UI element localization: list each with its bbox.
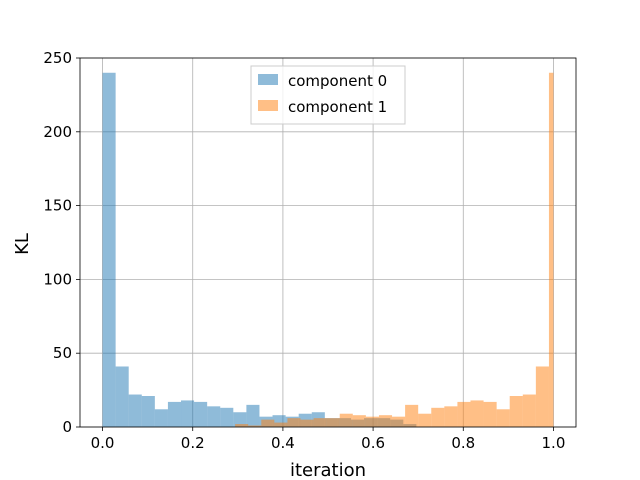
- histogram-bar-component-1: [509, 396, 523, 427]
- y-tick-label: 100: [43, 270, 72, 288]
- x-axis-title: iteration: [290, 460, 366, 480]
- x-tick-label: 0.0: [91, 434, 115, 452]
- legend-label-component-0: component 0: [288, 72, 387, 90]
- histogram-bar-component-1: [313, 418, 327, 427]
- legend-swatch-component-1: [258, 100, 278, 111]
- histogram-bar-component-1: [378, 415, 393, 427]
- histogram-bar-component-0: [141, 396, 155, 427]
- x-tick-label: 0.8: [451, 434, 475, 452]
- histogram-bar-component-0: [272, 415, 286, 427]
- histogram-bar-component-1: [444, 406, 458, 427]
- series-component-0-bars: [102, 72, 417, 427]
- y-axis-title: KL: [12, 233, 33, 255]
- histogram-bar-component-1: [392, 416, 406, 427]
- histogram-bar-component-1: [457, 401, 471, 427]
- histogram-bar-component-1: [300, 419, 314, 427]
- series-component-1-bars: [235, 72, 554, 427]
- histogram-bar-component-0: [233, 412, 247, 427]
- histogram-bar-component-0: [194, 401, 208, 427]
- histogram-bar-component-0: [207, 406, 221, 427]
- plot-area-border: [79, 57, 577, 428]
- legend: component 0 component 1: [250, 65, 406, 125]
- x-tick-label: 1.0: [542, 434, 566, 452]
- legend-swatch-component-0: [258, 74, 278, 85]
- histogram-bar-component-0: [102, 72, 116, 427]
- histogram-bar-component-1: [287, 418, 301, 427]
- x-tick-label: 0.2: [181, 434, 205, 452]
- x-axis-ticks: 0.0 0.2 0.4 0.6 0.8 1.0: [91, 427, 566, 452]
- histogram-bar-component-0: [220, 407, 234, 427]
- histogram-bar-component-1: [535, 366, 549, 427]
- histogram-bar-component-1: [522, 394, 536, 427]
- histogram-bar-component-0: [246, 404, 260, 427]
- histogram-bar-component-1: [470, 400, 484, 427]
- y-tick-label: 0: [62, 418, 72, 436]
- histogram-bar-component-1: [548, 72, 554, 427]
- y-tick-label: 150: [43, 197, 72, 215]
- x-tick-label: 0.6: [361, 434, 385, 452]
- y-tick-label: 200: [43, 123, 72, 141]
- histogram-bar-component-1: [274, 422, 288, 427]
- histogram-bar-component-1: [235, 424, 249, 427]
- y-tick-label: 250: [43, 49, 72, 67]
- histogram-bar-component-0: [154, 409, 168, 427]
- histogram-bar-component-1: [352, 415, 366, 427]
- histogram-bar-component-0: [167, 401, 182, 427]
- histogram-bar-component-1: [431, 407, 445, 427]
- histogram-bar-component-1: [261, 419, 275, 427]
- histogram-bar-component-1: [248, 425, 262, 427]
- histogram-bar-component-1: [496, 409, 510, 427]
- x-tick-label: 0.4: [271, 434, 295, 452]
- axes-frame: [79, 57, 577, 428]
- histogram-bar-component-1: [418, 413, 432, 427]
- histogram-bar-component-0: [115, 366, 129, 427]
- y-tick-label: 50: [53, 344, 72, 362]
- histogram-bar-component-1: [405, 404, 419, 427]
- histogram-bar-component-1: [326, 418, 340, 427]
- y-axis-ticks: 0 50 100 150 200 250: [43, 49, 80, 436]
- histogram-bar-component-0: [128, 394, 142, 427]
- histogram-bar-component-0: [181, 400, 195, 427]
- histogram-bar-component-1: [483, 401, 497, 427]
- histogram-bar-component-1: [365, 416, 379, 427]
- legend-label-component-1: component 1: [288, 98, 387, 116]
- histogram-bar-component-1: [339, 413, 353, 427]
